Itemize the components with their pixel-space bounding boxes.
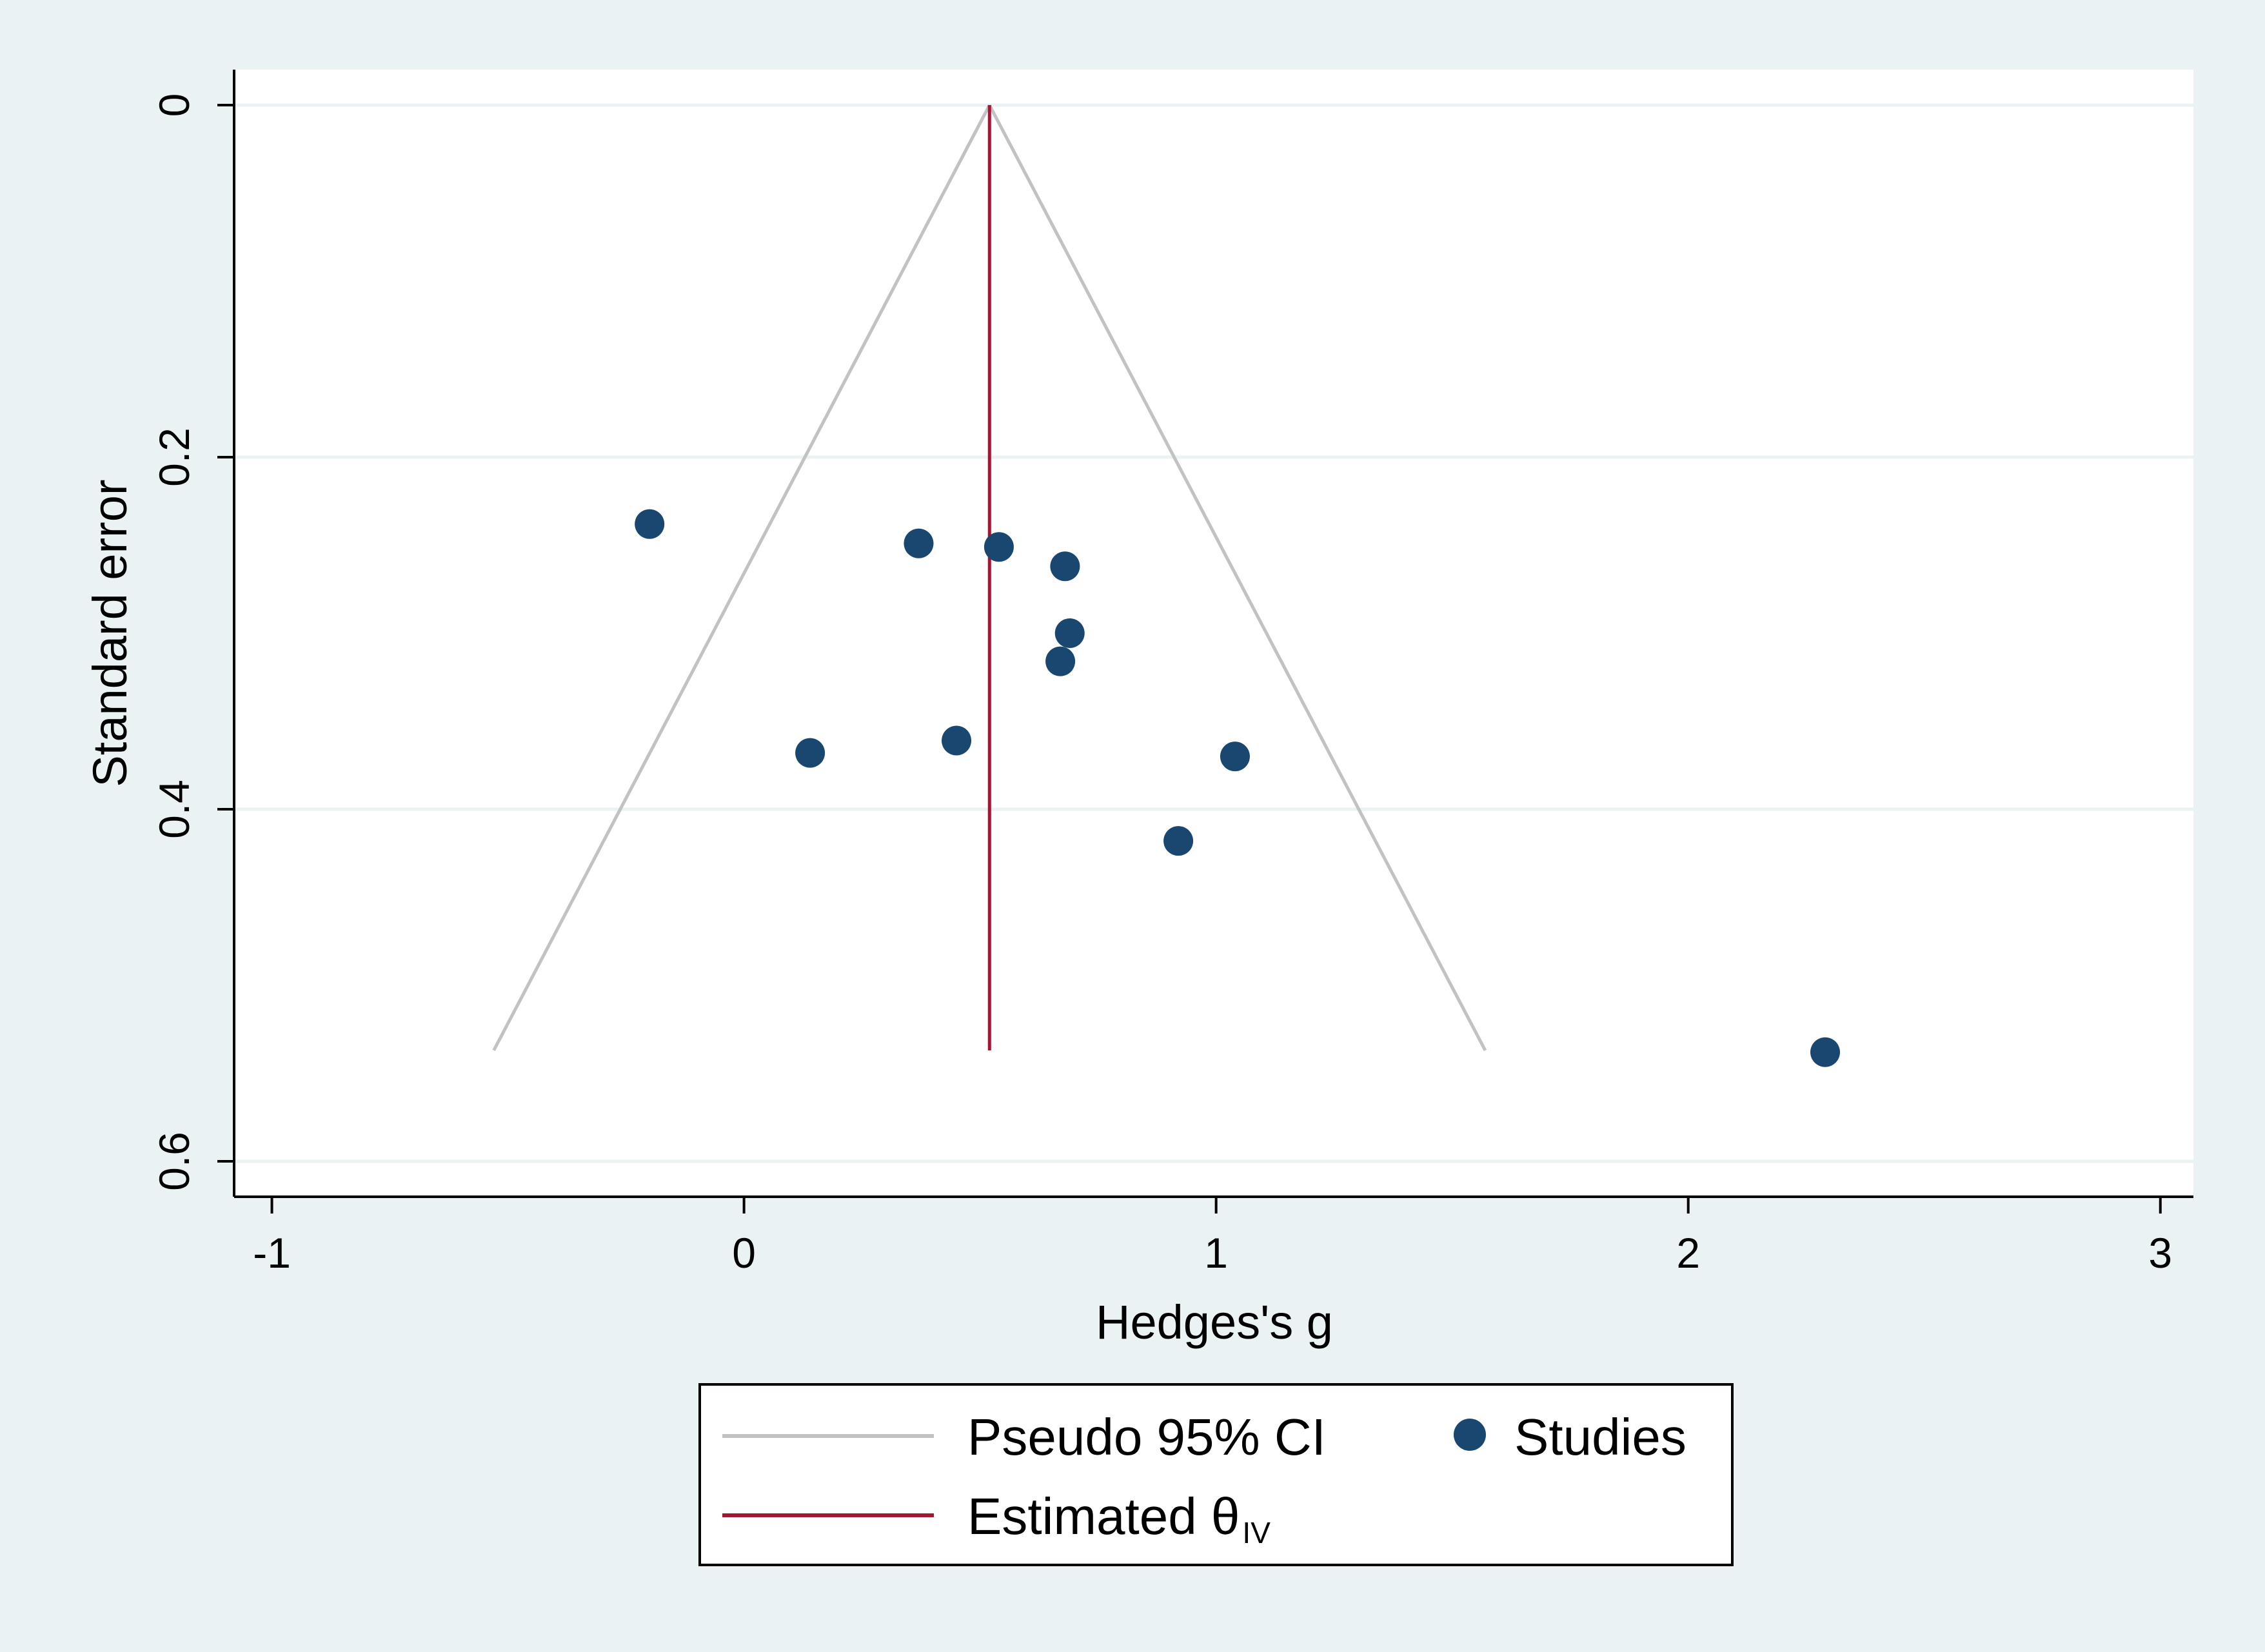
legend: Pseudo 95% CI Studies Estimated θIV <box>698 1383 1734 1566</box>
study-point-10 <box>1163 826 1194 856</box>
study-point-8 <box>795 738 826 768</box>
study-point-11 <box>1810 1037 1841 1067</box>
study-points <box>635 509 1841 1067</box>
legend-box <box>698 1383 1734 1566</box>
y-tick-label-3: 0.6 <box>150 1132 198 1191</box>
gridlines <box>234 103 2193 1163</box>
y-tick-label-2: 0.4 <box>150 780 198 839</box>
legend-studies-marker <box>1454 1419 1486 1451</box>
y-tick-label-0: 0 <box>150 93 198 117</box>
legend-estimate-label: Estimated θIV <box>967 1488 1271 1549</box>
x-tick-label-4: 3 <box>2148 1229 2172 1277</box>
plot-area <box>234 70 2193 1197</box>
x-tick-label-2: 1 <box>1204 1229 1228 1277</box>
study-point-3 <box>984 532 1014 562</box>
legend-ci-label: Pseudo 95% CI <box>967 1408 1326 1466</box>
legend-studies-label: Studies <box>1514 1408 1686 1466</box>
study-point-6 <box>1045 646 1076 676</box>
legend-estimate-subscript: IV <box>1242 1516 1271 1549</box>
ci-right-line <box>988 104 1487 1052</box>
study-point-1 <box>635 509 665 539</box>
pseudo-ci-funnel <box>492 104 1487 1052</box>
axes: -1 0 1 2 3 0 0.2 0.4 0.6 <box>150 70 2193 1277</box>
x-axis-title: Hedges's g <box>1096 1295 1333 1349</box>
x-tick-label-1: 0 <box>732 1229 756 1277</box>
legend-estimate-text: Estimated θ <box>967 1488 1240 1545</box>
study-point-4 <box>1050 551 1080 582</box>
study-point-7 <box>942 725 972 756</box>
y-tick-label-1: 0.2 <box>150 428 198 487</box>
x-tick-label-0: -1 <box>253 1229 291 1277</box>
x-tick-label-3: 2 <box>1676 1229 1700 1277</box>
study-point-9 <box>1220 742 1250 772</box>
ci-left-line <box>492 104 991 1052</box>
y-axis-title: Standard error <box>83 479 137 787</box>
study-point-5 <box>1054 618 1085 648</box>
study-point-2 <box>904 528 934 558</box>
